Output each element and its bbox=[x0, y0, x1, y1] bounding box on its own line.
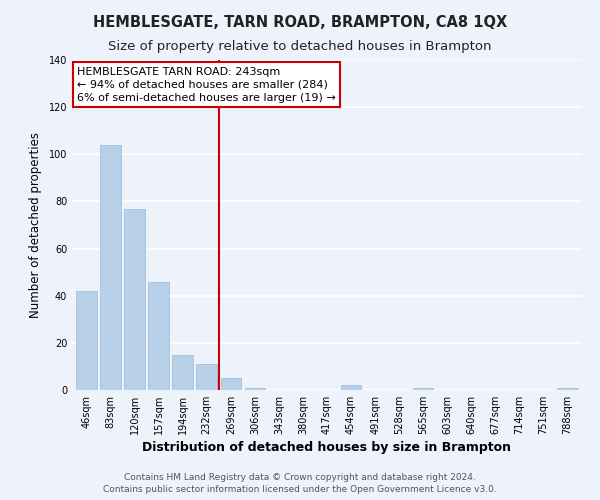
Bar bbox=[100, 145, 121, 390]
Bar bbox=[245, 388, 265, 390]
Text: Contains HM Land Registry data © Crown copyright and database right 2024.: Contains HM Land Registry data © Crown c… bbox=[124, 473, 476, 482]
Bar bbox=[196, 364, 217, 390]
Bar bbox=[76, 291, 97, 390]
Text: Contains public sector information licensed under the Open Government Licence v3: Contains public sector information licen… bbox=[103, 484, 497, 494]
Text: HEMBLESGATE TARN ROAD: 243sqm
← 94% of detached houses are smaller (284)
6% of s: HEMBLESGATE TARN ROAD: 243sqm ← 94% of d… bbox=[77, 66, 336, 103]
Bar bbox=[413, 388, 433, 390]
Bar bbox=[172, 354, 193, 390]
Bar bbox=[341, 386, 361, 390]
Bar bbox=[221, 378, 241, 390]
Bar bbox=[148, 282, 169, 390]
Text: HEMBLESGATE, TARN ROAD, BRAMPTON, CA8 1QX: HEMBLESGATE, TARN ROAD, BRAMPTON, CA8 1Q… bbox=[93, 15, 507, 30]
Bar bbox=[557, 388, 578, 390]
X-axis label: Distribution of detached houses by size in Brampton: Distribution of detached houses by size … bbox=[143, 441, 511, 454]
Text: Size of property relative to detached houses in Brampton: Size of property relative to detached ho… bbox=[108, 40, 492, 53]
Bar bbox=[124, 208, 145, 390]
Y-axis label: Number of detached properties: Number of detached properties bbox=[29, 132, 41, 318]
